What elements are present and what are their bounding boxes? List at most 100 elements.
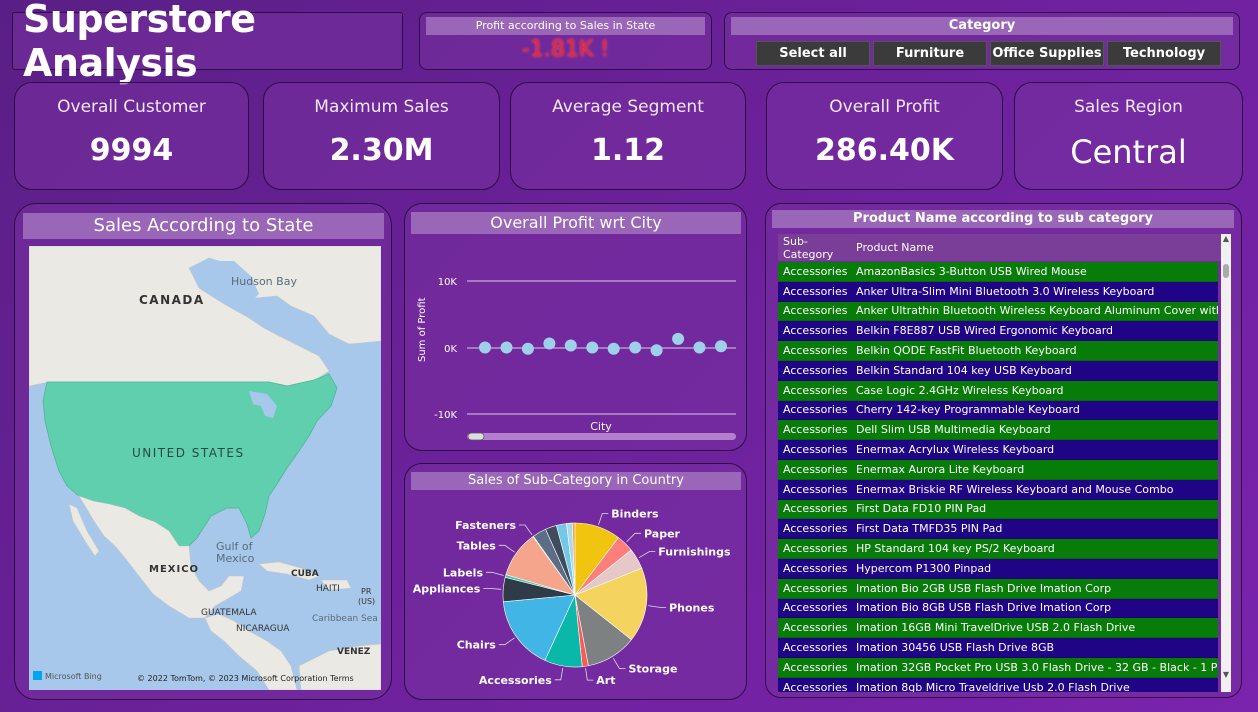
table-row[interactable]: Accessories Dell Slim USB Multimedia Keyb…: [778, 420, 1218, 441]
pie-leader-line: [612, 658, 626, 670]
table-row[interactable]: Accessories Belkin F8E887 USB Wired Ergon…: [778, 321, 1218, 342]
cell-product-name: Cherry 142-key Programmable Keyboard: [856, 403, 1080, 417]
cell-subcategory: Accessories: [783, 601, 848, 615]
table-row[interactable]: Accessories Belkin QODE FastFit Bluetooth…: [778, 341, 1218, 361]
scroll-up-icon[interactable]: ▲: [1222, 234, 1230, 243]
x-scrollbar[interactable]: [467, 433, 736, 440]
map-water-great-lakes: [249, 391, 277, 418]
category-technology-button[interactable]: Technology: [1107, 41, 1221, 66]
table-title: Product Name according to sub category: [772, 210, 1234, 228]
x-scroll-handle[interactable]: [467, 432, 485, 441]
cell-subcategory: Accessories: [783, 284, 848, 298]
column-header-product-name[interactable]: Product Name: [856, 241, 934, 254]
table-row[interactable]: Accessories Imation 32GB Pocket Pro USB 3…: [778, 657, 1218, 678]
scatter-point[interactable]: [629, 341, 642, 354]
pie-slice[interactable]: [571, 522, 576, 596]
map-land-us: [42, 373, 338, 547]
column-header-subcategory[interactable]: Sub-Category: [783, 234, 834, 261]
map-label-haiti: HAITI: [316, 584, 340, 594]
kpi-overall-profit: Overall Profit 286.40K: [766, 82, 1003, 190]
table-row[interactable]: Accessories Cherry 142-key Programmable K…: [778, 400, 1218, 421]
pie-chart: Binders Paper Furnishings Phones Storage Art A…: [413, 508, 731, 688]
table-row[interactable]: Accessories Imation 8gb Micro Traveldrive…: [778, 677, 1218, 692]
pie-slice[interactable]: [574, 567, 648, 641]
map-label-venez: VENEZ: [337, 647, 371, 657]
kpi-label: Overall Customer: [57, 97, 206, 117]
table-row[interactable]: Accessories First Data FD10 PIN Pad: [778, 499, 1218, 520]
category-select-all-button[interactable]: Select all: [756, 41, 870, 66]
scroll-thumb[interactable]: [1223, 264, 1229, 278]
scatter-point[interactable]: [564, 339, 577, 352]
cell-product-name: First Data TMFD35 PIN Pad: [856, 522, 1003, 536]
pie-label: Paper: [644, 527, 681, 540]
table-row[interactable]: Accessories Anker Ultrathin Bluetooth Wir…: [778, 301, 1218, 322]
cell-subcategory: Accessories: [783, 482, 848, 496]
map-copyright: © 2022 TomTom, © 2023 Microsoft Corporat…: [137, 674, 354, 683]
map-bing-credit: Microsoft Bing: [45, 672, 102, 681]
cell-subcategory: Accessories: [783, 641, 848, 655]
table-scrollbar[interactable]: ▲ ▼: [1221, 234, 1231, 692]
cell-subcategory: Accessories: [783, 324, 848, 338]
scatter-point[interactable]: [715, 340, 727, 353]
category-furniture-button[interactable]: Furniture: [873, 41, 987, 66]
scatter-point[interactable]: [586, 341, 599, 354]
table-row[interactable]: Accessories HP Standard 104 key PS/2 Keyb…: [778, 539, 1218, 559]
scatter-point[interactable]: [479, 341, 491, 354]
table-row[interactable]: Accessories First Data TMFD35 PIN Pad: [778, 519, 1218, 540]
scatter-point[interactable]: [693, 341, 706, 354]
table-row[interactable]: Accessories Enermax Aurora Lite Keyboard: [778, 459, 1218, 480]
table-row[interactable]: Accessories Enermax Briskie RF Wireless K…: [778, 479, 1218, 500]
pie-leader-line: [598, 513, 609, 525]
table-row[interactable]: Accessories Case Logic 2.4GHz Wireless Ke…: [778, 380, 1218, 401]
kpi-label: Sales Region: [1074, 97, 1183, 117]
map-label-gulf2: Mexico: [216, 552, 255, 565]
map-view[interactable]: Hudson Bay CANADA UNITED STATES Gulf of …: [29, 246, 381, 690]
table-row[interactable]: Accessories Imation Bio 2GB USB Flash Dri…: [778, 578, 1218, 599]
profit-state-header: Profit according to Sales in State: [426, 17, 705, 35]
cell-product-name: Imation 16GB Mini TravelDrive USB 2.0 Fl…: [856, 621, 1136, 635]
scatter-panel: Overall Profit wrt City 10K 0K -10K Sum …: [404, 203, 747, 451]
cell-product-name: Imation 8gb Micro Traveldrive Usb 2.0 Fl…: [856, 680, 1130, 692]
scatter-point[interactable]: [672, 332, 685, 345]
pie-label: Chairs: [457, 639, 497, 652]
kpi-label: Maximum Sales: [314, 97, 449, 117]
table-row[interactable]: Accessories Imation 30456 USB Flash Drive…: [778, 638, 1218, 658]
kpi-value: Central: [1070, 133, 1187, 171]
category-office-supplies-button[interactable]: Office Supplies: [990, 41, 1104, 66]
cell-subcategory: Accessories: [783, 502, 848, 516]
kpi-label: Average Segment: [552, 97, 704, 117]
kpi-overall-customer: Overall Customer 9994: [14, 82, 249, 190]
scatter-point[interactable]: [543, 337, 556, 350]
table-row[interactable]: Accessories Hypercom P1300 Pinpad: [778, 558, 1218, 579]
profit-state-card: Profit according to Sales in State -1.81…: [419, 12, 712, 70]
cell-subcategory: Accessories: [783, 462, 848, 476]
table-row[interactable]: Accessories Enermax Acrylux Wireless Keyb…: [778, 440, 1218, 460]
kpi-average-segment: Average Segment 1.12: [510, 82, 746, 190]
pie-leader-line: [483, 588, 502, 590]
pie-label: Art: [596, 674, 615, 687]
cell-subcategory: Accessories: [783, 680, 848, 692]
map-label-gulf: Gulf of: [216, 540, 254, 553]
scatter-point[interactable]: [500, 341, 513, 354]
table-row[interactable]: Accessories Imation Bio 8GB USB Flash Dri…: [778, 598, 1218, 619]
map-label-hudson: Hudson Bay: [231, 275, 297, 288]
pie-panel: Sales of Sub-Category in Country Binders…: [404, 463, 747, 700]
product-table[interactable]: Sub-Category Product Name Accessories Ama…: [778, 234, 1231, 692]
scroll-down-icon[interactable]: ▼: [1222, 670, 1230, 679]
table-row[interactable]: Accessories Belkin Standard 104 key USB K…: [778, 360, 1218, 381]
cell-product-name: Imation 30456 USB Flash Drive 8GB: [856, 641, 1055, 655]
profit-state-value: -1.81K !: [521, 37, 610, 62]
scatter-point[interactable]: [521, 342, 534, 355]
cell-product-name: Dell Slim USB Multimedia Keyboard: [856, 423, 1051, 437]
table-row[interactable]: Accessories Imation 16GB Mini TravelDrive…: [778, 618, 1218, 639]
table-row[interactable]: Accessories AmazonBasics 3-Button USB Wir…: [778, 262, 1218, 282]
cell-product-name: Belkin QODE FastFit Bluetooth Keyboard: [856, 344, 1077, 358]
kpi-value: 1.12: [590, 133, 666, 168]
pie-slice[interactable]: [502, 594, 576, 661]
scatter-points: [479, 332, 727, 357]
cell-subcategory: Accessories: [783, 264, 848, 278]
table-row[interactable]: Accessories Anker Ultra-Slim Mini Bluetoo…: [778, 281, 1218, 302]
scatter-point[interactable]: [607, 342, 620, 355]
scatter-point[interactable]: [650, 344, 663, 357]
bing-logo-icon: [33, 671, 42, 680]
